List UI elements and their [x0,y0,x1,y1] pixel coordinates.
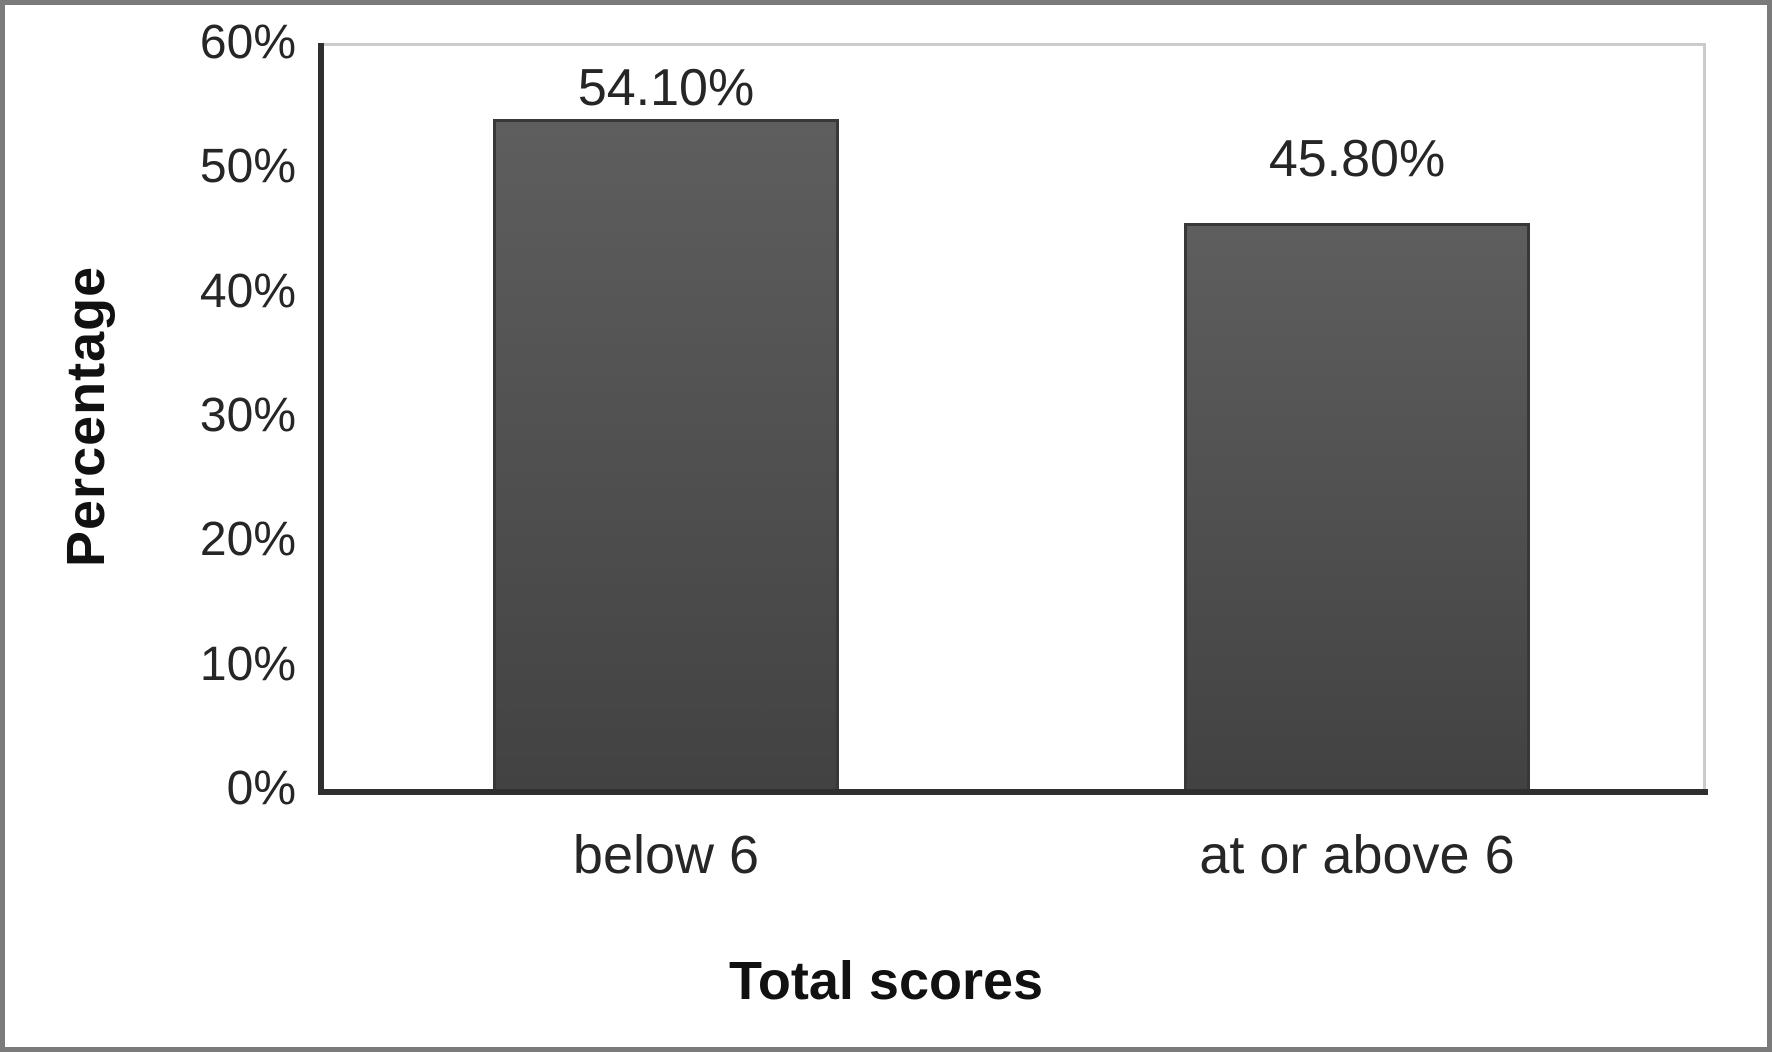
plot-area: 54.10% 45.80% [320,43,1706,792]
y-tick-label: 50% [199,140,296,194]
y-tick-label: 20% [199,513,296,567]
x-axis-title: Total scores [728,951,1044,1011]
y-axis-line [318,43,324,795]
bar-value-label: 54.10% [577,59,755,117]
category-label: at or above 6 [1199,825,1515,885]
y-tick-label: 10% [199,637,296,691]
y-tick-label: 40% [199,264,296,318]
x-axis-line [318,789,1708,795]
bar [493,119,839,792]
bar [1184,223,1530,792]
category-label: below 6 [572,825,760,885]
bar-value-label: 45.80% [1268,130,1446,188]
y-tick-label: 0% [226,762,296,815]
y-tick-label: 30% [199,389,296,442]
y-tick-label: 60% [199,16,296,69]
